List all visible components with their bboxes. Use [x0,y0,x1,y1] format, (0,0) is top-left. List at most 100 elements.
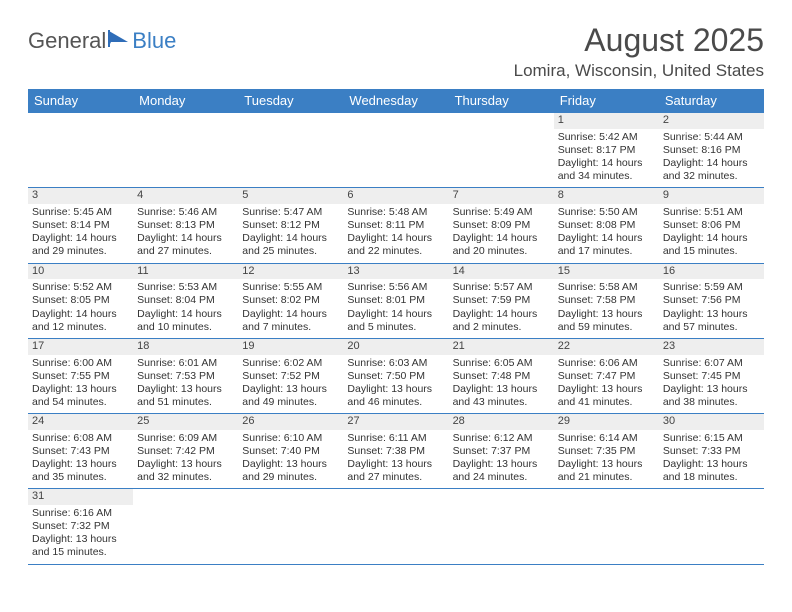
day-cell [343,489,448,563]
sunrise-text: Sunrise: 6:12 AM [453,432,550,445]
day-body: Sunrise: 6:11 AMSunset: 7:38 PMDaylight:… [343,430,448,489]
day-cell: 11Sunrise: 5:53 AMSunset: 8:04 PMDayligh… [133,264,238,338]
sunset-text: Sunset: 7:48 PM [453,370,550,383]
day-cell: 13Sunrise: 5:56 AMSunset: 8:01 PMDayligh… [343,264,448,338]
day-body: Sunrise: 6:09 AMSunset: 7:42 PMDaylight:… [133,430,238,489]
sunset-text: Sunset: 8:14 PM [32,219,129,232]
weekday-header: Friday [554,89,659,113]
day-cell: 14Sunrise: 5:57 AMSunset: 7:59 PMDayligh… [449,264,554,338]
day-cell [133,113,238,187]
sunrise-text: Sunrise: 6:02 AM [242,357,339,370]
sunrise-text: Sunrise: 5:48 AM [347,206,444,219]
sunrise-text: Sunrise: 6:07 AM [663,357,760,370]
day-number: 7 [449,188,554,204]
weekday-header: Monday [133,89,238,113]
day-number: 14 [449,264,554,280]
day-number: 16 [659,264,764,280]
day-cell: 25Sunrise: 6:09 AMSunset: 7:42 PMDayligh… [133,414,238,488]
day-number [343,489,448,505]
day-number: 23 [659,339,764,355]
day-body: Sunrise: 5:59 AMSunset: 7:56 PMDaylight:… [659,279,764,338]
daylight-text: Daylight: 14 hours and 22 minutes. [347,232,444,258]
day-number: 8 [554,188,659,204]
daylight-text: Daylight: 14 hours and 17 minutes. [558,232,655,258]
day-cell: 1Sunrise: 5:42 AMSunset: 8:17 PMDaylight… [554,113,659,187]
daylight-text: Daylight: 13 hours and 51 minutes. [137,383,234,409]
sunrise-text: Sunrise: 5:58 AM [558,281,655,294]
day-number: 21 [449,339,554,355]
sunrise-text: Sunrise: 6:05 AM [453,357,550,370]
weekday-header: Sunday [28,89,133,113]
daylight-text: Daylight: 13 hours and 57 minutes. [663,308,760,334]
day-body: Sunrise: 6:00 AMSunset: 7:55 PMDaylight:… [28,355,133,414]
day-cell: 26Sunrise: 6:10 AMSunset: 7:40 PMDayligh… [238,414,343,488]
calendar-body: 1Sunrise: 5:42 AMSunset: 8:17 PMDaylight… [28,113,764,565]
sunrise-text: Sunrise: 5:45 AM [32,206,129,219]
weekday-header: Saturday [659,89,764,113]
sunset-text: Sunset: 7:59 PM [453,294,550,307]
brand-logo: General Blue [28,28,176,54]
day-cell: 7Sunrise: 5:49 AMSunset: 8:09 PMDaylight… [449,188,554,262]
day-cell: 4Sunrise: 5:46 AMSunset: 8:13 PMDaylight… [133,188,238,262]
day-number: 19 [238,339,343,355]
daylight-text: Daylight: 14 hours and 7 minutes. [242,308,339,334]
daylight-text: Daylight: 14 hours and 5 minutes. [347,308,444,334]
daylight-text: Daylight: 14 hours and 29 minutes. [32,232,129,258]
sunset-text: Sunset: 7:43 PM [32,445,129,458]
calendar: SundayMondayTuesdayWednesdayThursdayFrid… [28,89,764,565]
month-title: August 2025 [514,22,764,59]
sunset-text: Sunset: 7:55 PM [32,370,129,383]
header: General Blue August 2025 Lomira, Wiscons… [28,22,764,81]
day-cell [238,489,343,563]
sunrise-text: Sunrise: 5:51 AM [663,206,760,219]
sunset-text: Sunset: 8:12 PM [242,219,339,232]
day-cell: 2Sunrise: 5:44 AMSunset: 8:16 PMDaylight… [659,113,764,187]
sunset-text: Sunset: 8:02 PM [242,294,339,307]
day-number [659,489,764,505]
day-body: Sunrise: 6:05 AMSunset: 7:48 PMDaylight:… [449,355,554,414]
daylight-text: Daylight: 13 hours and 29 minutes. [242,458,339,484]
week-row: 10Sunrise: 5:52 AMSunset: 8:05 PMDayligh… [28,264,764,339]
day-body: Sunrise: 5:44 AMSunset: 8:16 PMDaylight:… [659,129,764,188]
day-cell [343,113,448,187]
day-number: 11 [133,264,238,280]
sunrise-text: Sunrise: 6:16 AM [32,507,129,520]
sunrise-text: Sunrise: 6:15 AM [663,432,760,445]
day-cell: 19Sunrise: 6:02 AMSunset: 7:52 PMDayligh… [238,339,343,413]
day-body: Sunrise: 5:48 AMSunset: 8:11 PMDaylight:… [343,204,448,263]
sunset-text: Sunset: 7:58 PM [558,294,655,307]
sunset-text: Sunset: 7:45 PM [663,370,760,383]
day-cell [133,489,238,563]
weekday-header: Tuesday [238,89,343,113]
day-cell: 9Sunrise: 5:51 AMSunset: 8:06 PMDaylight… [659,188,764,262]
day-number: 27 [343,414,448,430]
day-body: Sunrise: 5:45 AMSunset: 8:14 PMDaylight:… [28,204,133,263]
sunset-text: Sunset: 8:17 PM [558,144,655,157]
sunset-text: Sunset: 7:50 PM [347,370,444,383]
daylight-text: Daylight: 13 hours and 49 minutes. [242,383,339,409]
day-cell [659,489,764,563]
day-body: Sunrise: 5:49 AMSunset: 8:09 PMDaylight:… [449,204,554,263]
day-cell: 5Sunrise: 5:47 AMSunset: 8:12 PMDaylight… [238,188,343,262]
daylight-text: Daylight: 14 hours and 12 minutes. [32,308,129,334]
daylight-text: Daylight: 13 hours and 41 minutes. [558,383,655,409]
sunrise-text: Sunrise: 5:52 AM [32,281,129,294]
day-cell: 6Sunrise: 5:48 AMSunset: 8:11 PMDaylight… [343,188,448,262]
daylight-text: Daylight: 14 hours and 25 minutes. [242,232,339,258]
day-number [449,489,554,505]
day-cell: 20Sunrise: 6:03 AMSunset: 7:50 PMDayligh… [343,339,448,413]
day-body: Sunrise: 6:12 AMSunset: 7:37 PMDaylight:… [449,430,554,489]
location: Lomira, Wisconsin, United States [514,61,764,81]
day-cell: 3Sunrise: 5:45 AMSunset: 8:14 PMDaylight… [28,188,133,262]
day-number: 12 [238,264,343,280]
day-cell [28,113,133,187]
daylight-text: Daylight: 13 hours and 24 minutes. [453,458,550,484]
day-body: Sunrise: 5:57 AMSunset: 7:59 PMDaylight:… [449,279,554,338]
day-body: Sunrise: 6:15 AMSunset: 7:33 PMDaylight:… [659,430,764,489]
daylight-text: Daylight: 13 hours and 54 minutes. [32,383,129,409]
day-cell: 28Sunrise: 6:12 AMSunset: 7:37 PMDayligh… [449,414,554,488]
sunset-text: Sunset: 7:32 PM [32,520,129,533]
day-number: 15 [554,264,659,280]
week-row: 1Sunrise: 5:42 AMSunset: 8:17 PMDaylight… [28,113,764,188]
day-number [449,113,554,129]
